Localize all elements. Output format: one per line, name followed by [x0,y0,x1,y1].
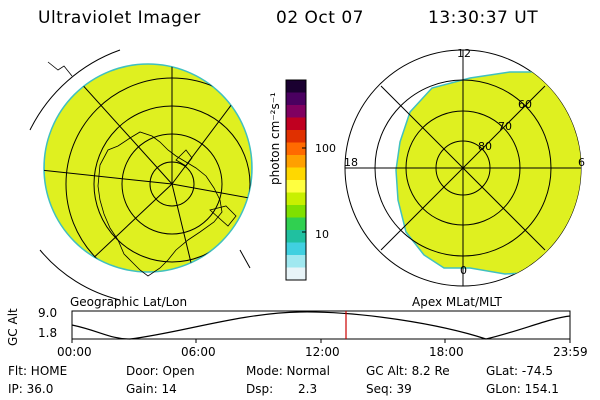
mlt-label-midnight: 0 [460,264,467,277]
altitude-ytick: 1.8 [38,326,58,340]
colorbar-segment [286,155,306,168]
altitude-xtick: 18:00 [429,345,464,359]
uv-emission-area [44,64,252,272]
apex-caption: Apex MLat/MLT [412,295,502,309]
altitude-curve [71,311,571,340]
uv-emission-area [395,71,581,275]
colorbar-segment [286,167,306,181]
altitude-xtick: 12:00 [305,345,340,359]
geo-longitude: GLon: 154.1 [486,382,559,396]
colorbar-segment [286,142,306,156]
altitude-ylabel: GC Alt [6,308,20,346]
mlt-label-dawn: 6 [578,156,585,169]
flight-status: Flt: HOME [8,364,68,378]
colorbar-tick: 100 [315,142,336,155]
mlat-label: 80 [478,140,492,153]
gain-value: Gain: 14 [126,382,177,396]
sequence-number: Seq: 39 [366,382,412,396]
coastline [97,131,237,277]
colorbar-segment [286,117,306,131]
door-status: Door: Open [126,364,195,378]
geo-latitude: GLat: -74.5 [486,364,553,378]
instrument-title: Ultraviolet Imager [38,8,201,28]
ip-value: IP: 36.0 [8,382,54,396]
mlat-mlt-grid [345,50,581,286]
colorbar-segment [286,130,306,143]
colorbar-border [285,79,307,281]
colorbar-segment [286,205,306,218]
altitude-xtick: 06:00 [181,345,216,359]
colorbar-segment [286,92,306,106]
colorbar-segment [286,105,306,118]
altitude-xtick: 00:00 [57,345,92,359]
altitude-plot [71,310,571,343]
colorbar-segment [286,217,306,231]
colorbar-segment [286,192,306,206]
mlat-label: 70 [498,120,512,133]
mlat-label: 60 [518,98,532,111]
altitude-ytick: 9.0 [38,306,58,320]
dsp-value: 2.3 [298,382,318,396]
colorbar-unit-label: photon cm⁻²s⁻¹ [268,92,282,185]
colorbar [285,79,307,281]
colorbar-segment [286,267,306,281]
mlt-label-dusk: 18 [344,156,358,169]
geographic-map [29,49,253,301]
dsp-label: Dsp: [246,382,274,396]
magnetic-polar-plot [344,49,582,287]
altitude-xtick: 23:59 [553,345,588,359]
colorbar-segment [286,180,306,193]
colorbar-segment [286,242,306,256]
mode-status: Mode: Normal [246,364,330,378]
colorbar-segment [286,80,306,93]
observation-time: 13:30:37 UT [428,8,539,28]
colorbar-segment [286,230,306,243]
gc-altitude: GC Alt: 8.2 Re [366,364,450,378]
geographic-caption: Geographic Lat/Lon [70,295,188,309]
mlt-label-noon: 12 [457,47,471,60]
observation-date: 02 Oct 07 [276,8,364,28]
colorbar-segment [286,255,306,268]
colorbar-tick: 10 [315,228,329,241]
